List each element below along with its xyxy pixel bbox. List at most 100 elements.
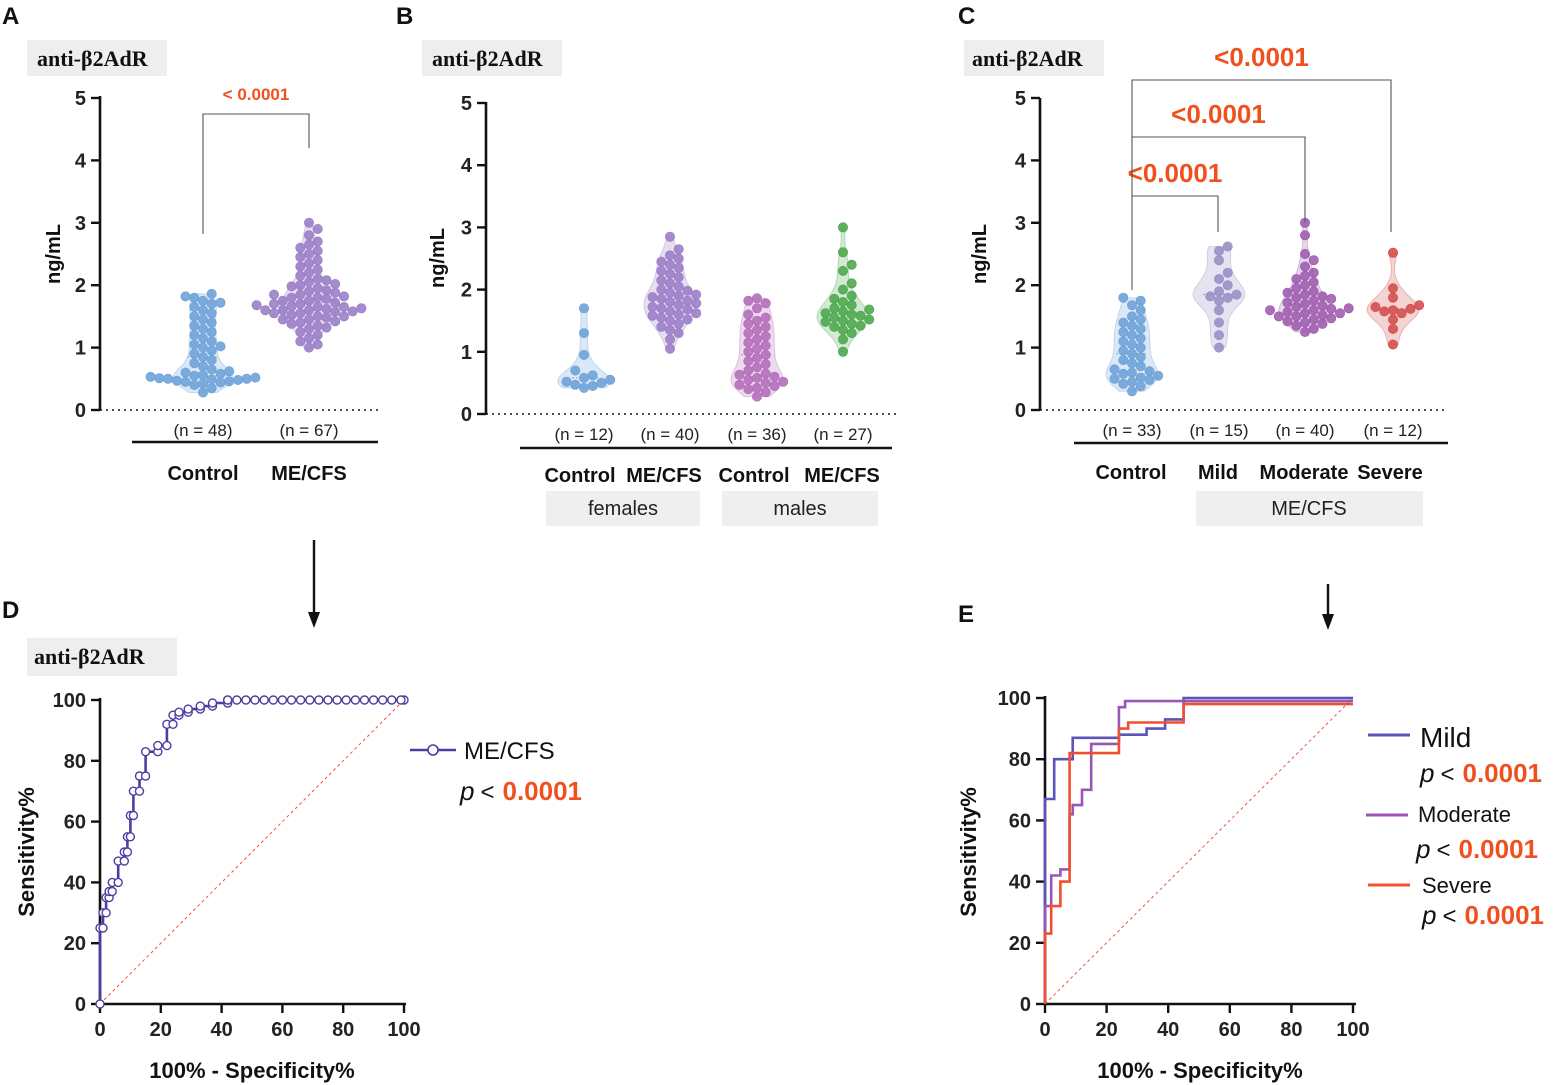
data-point — [665, 278, 676, 289]
reference-diagonal — [1044, 697, 1354, 1005]
data-point — [268, 289, 279, 300]
assay-tag: anti-β2AdR — [34, 644, 146, 669]
data-point — [656, 312, 667, 323]
roc-point — [140, 771, 151, 781]
data-point — [321, 275, 332, 286]
data-point — [846, 290, 857, 301]
data-point — [303, 267, 314, 278]
roc-point — [153, 740, 163, 751]
legend-label-moderate: Moderate — [1418, 802, 1511, 827]
data-point — [673, 272, 684, 283]
data-point — [846, 259, 857, 270]
data-point — [864, 314, 875, 325]
y-tick-label: 80 — [1009, 749, 1031, 771]
data-point — [656, 321, 667, 332]
data-point — [1379, 306, 1390, 317]
data-point — [197, 314, 208, 325]
data-point — [647, 292, 658, 303]
y-tick-label: 4 — [461, 155, 473, 177]
data-point — [312, 273, 323, 284]
data-point — [1300, 308, 1311, 319]
p-operator: < — [1442, 903, 1456, 930]
subgroup-box-males — [722, 491, 878, 526]
data-point — [295, 252, 306, 263]
data-point — [232, 374, 243, 385]
roc-point — [314, 695, 324, 705]
roc-point — [119, 856, 130, 866]
p-value: 0.0001 — [1462, 758, 1542, 788]
data-point — [295, 242, 306, 253]
data-point — [171, 375, 182, 386]
data-point — [145, 371, 156, 382]
data-point — [1127, 311, 1138, 322]
group-label: ME/CFS — [804, 465, 880, 487]
data-point — [743, 356, 754, 367]
data-point — [1405, 303, 1416, 314]
data-point — [656, 303, 667, 314]
x-tick-label: 40 — [1157, 1019, 1179, 1041]
data-point — [268, 298, 279, 309]
data-point — [330, 278, 341, 289]
legend: ME/CFS p <0.0001 — [410, 738, 582, 806]
roc-curve-severe — [1043, 702, 1353, 1004]
data-point — [1273, 311, 1284, 322]
data-point — [1118, 326, 1129, 337]
data-point — [1127, 300, 1138, 311]
data-point — [215, 297, 226, 308]
data-point — [1127, 330, 1138, 341]
y-tick-label: 2 — [75, 275, 86, 297]
roc-point — [222, 695, 233, 705]
data-point — [303, 295, 314, 306]
data-point — [330, 306, 341, 317]
data-point — [1291, 292, 1302, 303]
data-point — [1135, 351, 1146, 362]
data-point — [1308, 255, 1319, 266]
roc-point — [378, 695, 388, 705]
data-point — [838, 324, 849, 335]
data-point — [189, 292, 200, 303]
data-point — [1414, 300, 1425, 311]
data-point — [347, 306, 358, 317]
y-tick-label: 4 — [1015, 150, 1027, 172]
data-point — [665, 231, 676, 242]
data-point — [286, 292, 297, 303]
x-axis-label: 100% - Specificity% — [149, 1058, 354, 1083]
panel-letter-c: C — [958, 3, 975, 30]
data-point — [250, 372, 261, 383]
n-label: (n = 48) — [173, 421, 232, 440]
data-point — [206, 326, 217, 337]
data-point — [665, 268, 676, 279]
data-point — [1300, 230, 1311, 241]
data-point — [846, 328, 857, 339]
data-point — [312, 283, 323, 294]
significance-bracket — [1131, 195, 1219, 290]
data-point — [197, 361, 208, 372]
data-point — [673, 300, 684, 311]
data-point — [1343, 303, 1354, 314]
data-point — [1317, 291, 1328, 302]
data-point — [303, 305, 314, 316]
data-point — [838, 315, 849, 326]
y-tick-label: 1 — [1015, 338, 1026, 360]
data-point — [752, 362, 763, 373]
data-point — [1291, 301, 1302, 312]
data-point — [215, 341, 226, 352]
data-point — [197, 323, 208, 334]
data-point — [303, 333, 314, 344]
data-point — [312, 255, 323, 266]
data-point — [206, 345, 217, 356]
data-point — [1308, 277, 1319, 288]
data-point — [303, 277, 314, 288]
data-point — [760, 331, 771, 342]
group-label: Severe — [1357, 462, 1423, 484]
data-point — [1214, 286, 1225, 297]
data-point — [838, 247, 849, 258]
data-point — [760, 312, 771, 323]
data-point — [303, 314, 314, 325]
data-point — [760, 377, 771, 388]
data-point — [312, 339, 323, 350]
data-point — [665, 287, 676, 298]
panel-letter-e: E — [958, 601, 974, 628]
n-label: (n = 12) — [554, 425, 613, 444]
